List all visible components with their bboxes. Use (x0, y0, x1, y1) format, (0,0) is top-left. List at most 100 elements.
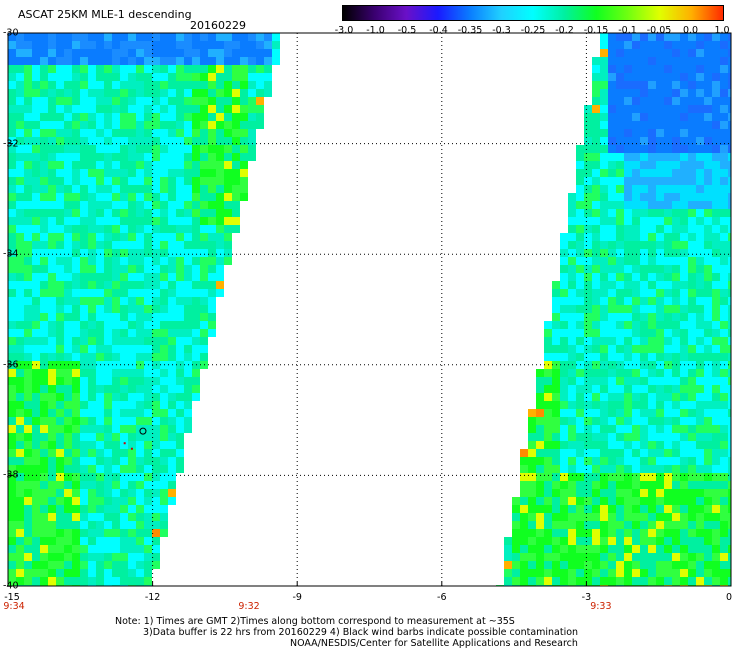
heatmap-cell (128, 57, 136, 65)
heatmap-cell (112, 521, 120, 529)
heatmap-cell (8, 273, 16, 281)
heatmap-cell (624, 521, 632, 529)
heatmap-cell (96, 377, 104, 385)
heatmap-cell (104, 185, 112, 193)
heatmap-cell (680, 209, 688, 217)
heatmap-cell (680, 481, 688, 489)
heatmap-cell (720, 169, 728, 177)
heatmap-cell (104, 321, 112, 329)
heatmap-cell (48, 233, 56, 241)
heatmap-cell (200, 345, 208, 353)
heatmap-cell (680, 225, 688, 233)
heatmap-cell (64, 105, 72, 113)
heatmap-cell (80, 337, 88, 345)
heatmap-cell (672, 161, 680, 169)
heatmap-cell (664, 169, 672, 177)
heatmap-cell (152, 265, 160, 273)
heatmap-cell (64, 121, 72, 129)
heatmap-cell (48, 313, 56, 321)
heatmap-cell (184, 305, 192, 313)
heatmap-cell (704, 377, 712, 385)
heatmap-cell (664, 313, 672, 321)
heatmap-cell (16, 273, 24, 281)
heatmap-cell (144, 481, 152, 489)
heatmap-cell (64, 473, 72, 481)
heatmap-cell (704, 385, 712, 393)
heatmap-cell (728, 457, 731, 465)
heatmap-cell (712, 577, 720, 585)
heatmap-cell (216, 97, 224, 105)
heatmap-cell (88, 249, 96, 257)
heatmap-cell (64, 113, 72, 121)
heatmap-cell (648, 457, 656, 465)
heatmap-cell (48, 577, 56, 585)
heatmap-cell (56, 553, 64, 561)
heatmap-cell (240, 153, 248, 161)
heatmap-cell (720, 57, 728, 65)
heatmap-cell (40, 153, 48, 161)
heatmap-cell (8, 417, 16, 425)
heatmap-cell (96, 273, 104, 281)
heatmap-cell (240, 177, 248, 185)
heatmap-cell (152, 393, 160, 401)
heatmap-cell (648, 169, 656, 177)
heatmap-cell (560, 537, 568, 545)
heatmap-cell (56, 153, 64, 161)
heatmap-cell (152, 145, 160, 153)
heatmap-cell (248, 89, 256, 97)
heatmap-cell (608, 153, 616, 161)
heatmap-cell (160, 161, 168, 169)
heatmap-cell (80, 217, 88, 225)
heatmap-cell (656, 553, 664, 561)
heatmap-cell (656, 121, 664, 129)
heatmap-cell (32, 401, 40, 409)
heatmap-cell (664, 537, 672, 545)
heatmap-cell (632, 105, 640, 113)
heatmap-cell (576, 529, 584, 537)
heatmap-cell (256, 121, 264, 129)
heatmap-cell (560, 385, 568, 393)
heatmap-cell (24, 185, 32, 193)
heatmap-cell (48, 553, 56, 561)
heatmap-cell (184, 113, 192, 121)
heatmap-cell (16, 353, 24, 361)
heatmap-cell (632, 369, 640, 377)
heatmap-cell (720, 489, 728, 497)
heatmap-cell (64, 449, 72, 457)
heatmap-cell (520, 529, 528, 537)
heatmap-cell (96, 313, 104, 321)
heatmap-cell (544, 521, 552, 529)
heatmap-cell (192, 209, 200, 217)
heatmap-cell (96, 137, 104, 145)
heatmap-cell (704, 393, 712, 401)
heatmap-cell (728, 577, 731, 585)
heatmap-cell (688, 33, 696, 41)
heatmap-cell (680, 521, 688, 529)
heatmap-cell (144, 297, 152, 305)
heatmap-cell (232, 97, 240, 105)
heatmap-cell (632, 249, 640, 257)
heatmap-cell (136, 393, 144, 401)
heatmap-cell (112, 57, 120, 65)
heatmap-cell (672, 513, 680, 521)
heatmap-cell (584, 425, 592, 433)
heatmap-cell (88, 57, 96, 65)
heatmap-cell (608, 569, 616, 577)
heatmap-cell (696, 481, 704, 489)
heatmap-cell (136, 537, 144, 545)
heatmap-cell (152, 121, 160, 129)
heatmap-cell (56, 385, 64, 393)
heatmap-cell (128, 201, 136, 209)
colorbar-tick-label: -1.0 (366, 25, 385, 36)
heatmap-cell (96, 497, 104, 505)
heatmap-cell (728, 521, 731, 529)
heatmap-cell (168, 177, 176, 185)
heatmap-cell (680, 265, 688, 273)
heatmap-cell (40, 89, 48, 97)
heatmap-cell (680, 409, 688, 417)
heatmap-cell (96, 89, 104, 97)
heatmap-cell (624, 393, 632, 401)
heatmap-cell (664, 217, 672, 225)
heatmap-cell (32, 177, 40, 185)
heatmap-cell (600, 385, 608, 393)
